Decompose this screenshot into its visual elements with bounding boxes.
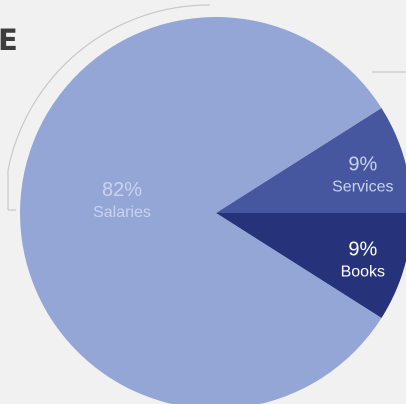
pie-slices [20, 17, 406, 404]
slice-percent-services: 9% [348, 153, 377, 175]
pie-slice-salaries [20, 17, 382, 404]
slice-percent-books: 9% [348, 239, 377, 261]
pie-labels: 9% Services 9% Books 82% Salaries [93, 153, 393, 280]
slice-label-salaries: Salaries [93, 204, 151, 221]
slice-percent-salaries: 82% [102, 179, 142, 201]
pie-slice-books [216, 213, 406, 319]
slice-label-books: Books [341, 264, 385, 281]
decorative-frame [7, 4, 406, 211]
pie-slice-services [216, 107, 406, 213]
chart-title-fragment: E [0, 23, 18, 57]
frame-arc-left [7, 4, 211, 210]
slice-label-services: Services [332, 178, 393, 195]
